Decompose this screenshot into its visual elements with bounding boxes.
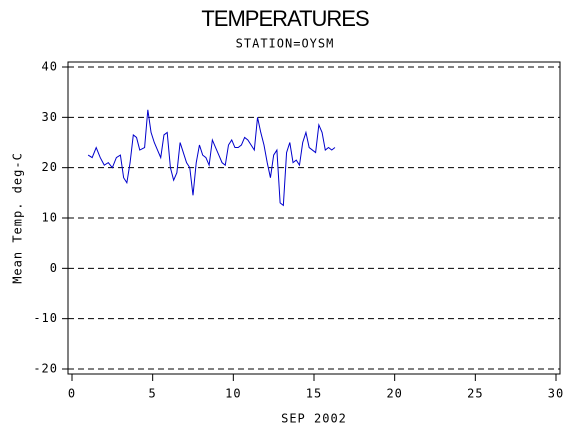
y-tick-label: -10	[33, 311, 58, 325]
y-tick-label: 0	[50, 261, 58, 275]
x-tick-label: 20	[386, 387, 402, 401]
x-tick-label: 5	[149, 387, 157, 401]
y-tick-label: -20	[33, 362, 58, 376]
y-tick-label: 20	[42, 160, 58, 174]
y-tick-label: 40	[42, 60, 58, 74]
chart-subtitle: STATION=OYSM	[236, 37, 335, 51]
x-axis-label: SEP 2002	[281, 412, 347, 426]
x-tick-label: 25	[467, 387, 483, 401]
x-tick-label: 0	[68, 387, 76, 401]
y-tick-label: 10	[42, 211, 58, 225]
x-tick-label: 10	[225, 387, 241, 401]
chart-title: TEMPERATURES	[201, 6, 369, 31]
y-tick-label: 30	[42, 110, 58, 124]
data-line	[87, 109, 336, 207]
x-tick-label: 15	[306, 387, 322, 401]
x-tick-label: 30	[548, 387, 564, 401]
y-axis-label: Mean Temp. deg-C	[11, 152, 25, 284]
